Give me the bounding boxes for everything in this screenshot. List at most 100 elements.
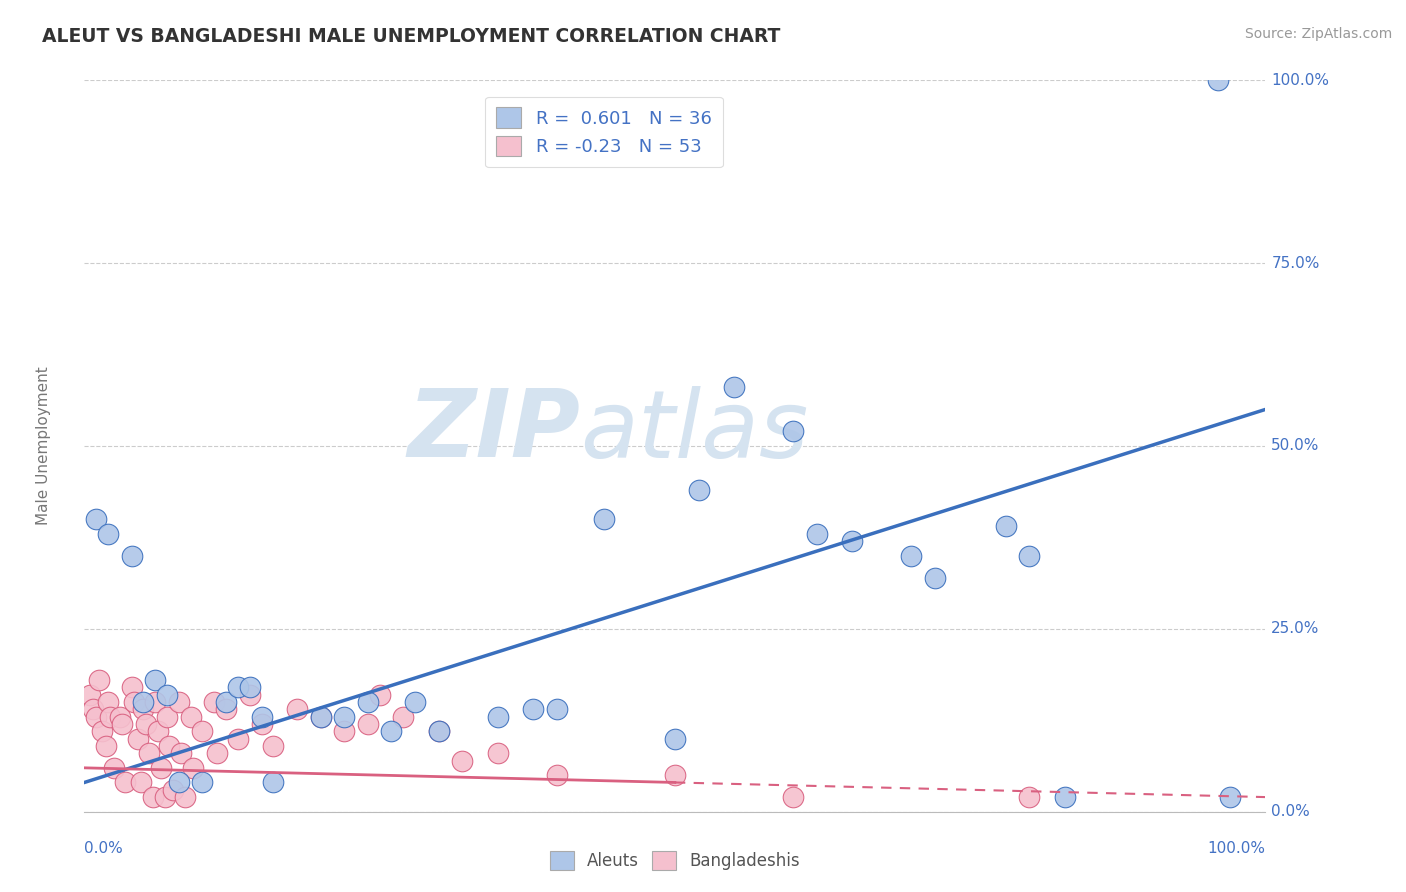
Point (368, 688, 391, 702)
Point (285, 702, 308, 716)
Point (121, 681, 143, 695)
Point (380, 724, 402, 739)
Point (546, 702, 568, 716)
Text: 100.0%: 100.0% (1208, 841, 1265, 856)
Point (156, 688, 179, 702)
Point (143, 673, 166, 687)
Point (357, 717, 380, 731)
Text: atlas: atlas (581, 386, 808, 477)
Point (121, 549, 143, 563)
Point (262, 739, 284, 753)
Point (153, 790, 176, 805)
Point (900, 549, 922, 563)
Point (546, 768, 568, 782)
Point (97, 526, 120, 541)
Point (146, 724, 169, 739)
Text: 100.0%: 100.0% (1271, 73, 1329, 87)
Point (1053, 790, 1076, 805)
Point (1018, 790, 1040, 805)
Point (87, 673, 110, 687)
Point (239, 688, 262, 702)
Point (782, 425, 804, 439)
Text: ALEUT VS BANGLADESHI MALE UNEMPLOYMENT CORRELATION CHART: ALEUT VS BANGLADESHI MALE UNEMPLOYMENT C… (42, 27, 780, 45)
Point (162, 782, 184, 797)
Point (486, 746, 509, 760)
Point (782, 790, 804, 805)
Point (806, 526, 828, 541)
Point (191, 775, 214, 789)
Point (250, 709, 273, 723)
Point (129, 775, 152, 789)
Point (994, 519, 1017, 533)
Point (226, 681, 249, 695)
Point (150, 761, 173, 775)
Point (132, 695, 155, 709)
Point (404, 695, 426, 709)
Point (309, 709, 332, 723)
Legend: Aleuts, Bangladeshis: Aleuts, Bangladeshis (544, 844, 806, 877)
Point (167, 695, 190, 709)
Point (309, 709, 332, 723)
Text: 75.0%: 75.0% (1271, 256, 1320, 270)
Point (173, 790, 195, 805)
Point (205, 746, 228, 760)
Point (108, 709, 131, 723)
Point (924, 571, 946, 585)
Point (357, 695, 380, 709)
Point (427, 724, 450, 739)
Point (97, 695, 120, 709)
Point (111, 717, 134, 731)
Point (215, 695, 238, 709)
Point (688, 483, 710, 497)
Point (84, 709, 107, 723)
Text: ZIP: ZIP (408, 385, 581, 477)
Text: 50.0%: 50.0% (1271, 439, 1320, 453)
Point (333, 709, 356, 723)
Point (841, 534, 863, 549)
Point (522, 702, 544, 716)
Point (170, 746, 193, 760)
Point (180, 709, 202, 723)
Point (593, 512, 616, 526)
Point (98, 709, 121, 723)
Point (138, 746, 160, 760)
Point (127, 731, 149, 746)
Point (143, 695, 166, 709)
Point (181, 761, 204, 775)
Text: 0.0%: 0.0% (1271, 805, 1310, 819)
Point (191, 724, 214, 739)
Point (202, 695, 225, 709)
Point (132, 702, 155, 716)
Point (1018, 549, 1040, 563)
Text: Source: ZipAtlas.com: Source: ZipAtlas.com (1244, 27, 1392, 41)
Point (142, 790, 165, 805)
Point (1206, 73, 1229, 87)
Text: 25.0%: 25.0% (1271, 622, 1320, 636)
Point (79, 688, 101, 702)
Point (157, 739, 180, 753)
Point (82, 702, 104, 716)
Point (226, 731, 249, 746)
Point (114, 775, 136, 789)
Point (250, 717, 273, 731)
Point (262, 775, 284, 789)
Point (239, 681, 262, 695)
Text: Male Unemployment: Male Unemployment (35, 367, 51, 525)
Point (392, 709, 415, 723)
Point (167, 775, 190, 789)
Point (215, 702, 238, 716)
Point (94, 739, 117, 753)
Point (333, 724, 356, 739)
Point (486, 709, 509, 723)
Point (427, 724, 450, 739)
Text: 0.0%: 0.0% (84, 841, 124, 856)
Point (122, 695, 145, 709)
Point (664, 731, 686, 746)
Point (451, 754, 474, 768)
Point (156, 709, 179, 723)
Point (135, 717, 157, 731)
Point (723, 380, 745, 394)
Point (91, 724, 114, 739)
Point (1219, 790, 1241, 805)
Point (103, 761, 125, 775)
